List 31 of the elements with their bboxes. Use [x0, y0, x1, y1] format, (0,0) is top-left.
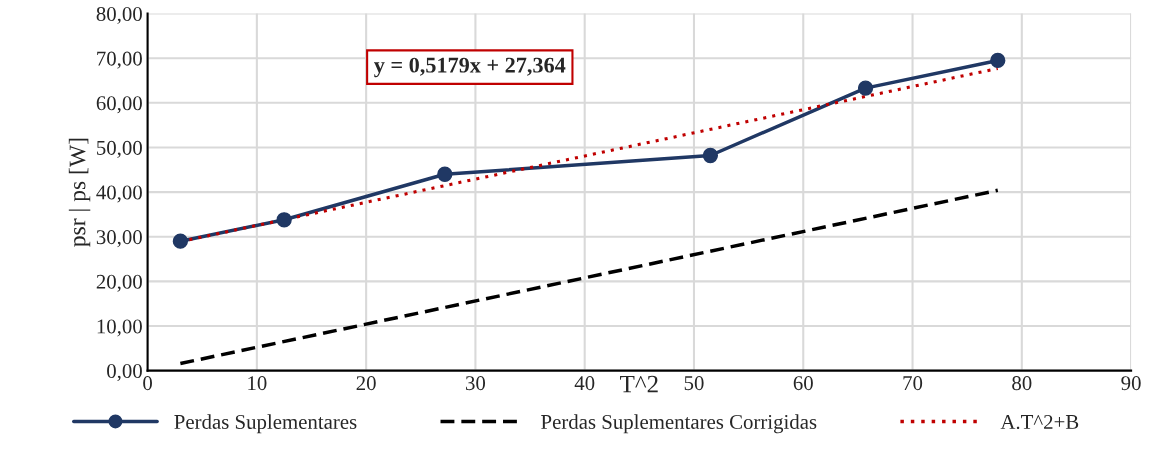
legend-label: Perdas Suplementares [174, 414, 357, 434]
point [702, 147, 719, 164]
y-axis-title: psr | ps [W] [68, 138, 91, 247]
x-tick-label: 90 [1121, 376, 1141, 391]
y-tick-label: 40,00 [96, 185, 142, 203]
x-tick-label: 20 [356, 376, 376, 391]
x-axis-title: T^2 [620, 375, 658, 393]
y-tick-label: 10,00 [97, 319, 142, 337]
x-tick-label: 40 [574, 376, 595, 391]
y-tick-label: 0,00 [107, 364, 142, 382]
x-tick-label: 80 [1012, 376, 1032, 391]
y-tick-label: 70,00 [97, 51, 142, 69]
point [990, 52, 1006, 69]
legend-label: Perdas Suplementares Corrigidas [541, 414, 817, 434]
y-tick-label: 50,00 [97, 140, 142, 158]
y-tick-label: 20,00 [96, 274, 142, 292]
legend-label: A.T^2+B [1000, 414, 1079, 430]
point [437, 166, 453, 182]
point [172, 233, 189, 249]
x-tick-label: 50 [684, 376, 704, 391]
point [276, 212, 292, 228]
y-tick-label: 60,00 [96, 96, 142, 114]
x-tick-label: 60 [793, 376, 813, 391]
y-tick-label: 30,00 [96, 230, 142, 248]
x-tick-label: 0 [143, 376, 152, 391]
x-tick-label: 30 [466, 376, 486, 391]
x-tick-label: 10 [248, 376, 267, 391]
point [857, 80, 874, 96]
y-tick-label: 80,00 [96, 6, 142, 24]
x-tick-label: 70 [903, 376, 923, 391]
annotation: y = 0,5179x + 27,364 [374, 57, 566, 78]
